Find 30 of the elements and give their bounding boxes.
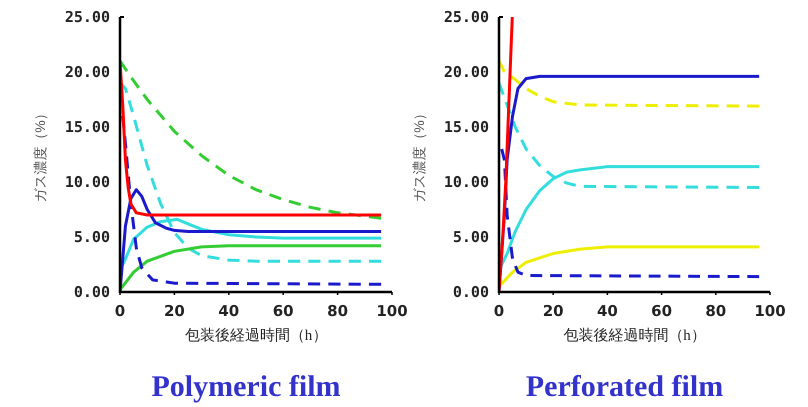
x-tick-label: 80 <box>705 302 726 320</box>
text: Polymeric film <box>151 370 341 403</box>
x-axis-title: 包装後経過時間（h） <box>563 327 706 344</box>
y-axis-title: ガス濃度（%） <box>411 106 427 203</box>
y-tick-label: 0.00 <box>74 283 110 301</box>
y-tick-label: 20.00 <box>444 63 489 81</box>
y-tick-label: 15.00 <box>444 118 489 136</box>
x-axis-title: 包装後経過時間（h） <box>184 327 328 344</box>
x-tick-label: 20 <box>164 302 185 320</box>
x-tick-label: 20 <box>542 302 564 320</box>
x-tick-label: 40 <box>596 302 618 320</box>
y-axis-title: ガス濃度（%） <box>32 106 48 203</box>
y-tick-label: 10.00 <box>444 173 489 191</box>
x-tick-label: 80 <box>327 302 348 320</box>
y-tick-label: 5.00 <box>452 228 489 246</box>
x-tick-label: 60 <box>651 302 672 320</box>
y-tick-label: 5.00 <box>74 228 110 246</box>
x-tick-label: 0 <box>494 302 504 320</box>
x-tick-label: 60 <box>272 302 294 320</box>
x-tick-label: 40 <box>218 302 240 320</box>
text: Perforated film <box>526 370 724 403</box>
x-tick-label: 100 <box>754 302 786 320</box>
x-tick-label: 100 <box>376 302 408 320</box>
y-tick-label: 10.00 <box>64 173 110 191</box>
y-tick-label: 25.00 <box>64 8 110 26</box>
y-tick-label: 15.00 <box>64 118 110 136</box>
x-tick-label: 0 <box>114 302 126 320</box>
y-tick-label: 0.00 <box>452 283 489 301</box>
y-tick-label: 25.00 <box>444 8 489 26</box>
y-tick-label: 20.00 <box>64 63 110 81</box>
